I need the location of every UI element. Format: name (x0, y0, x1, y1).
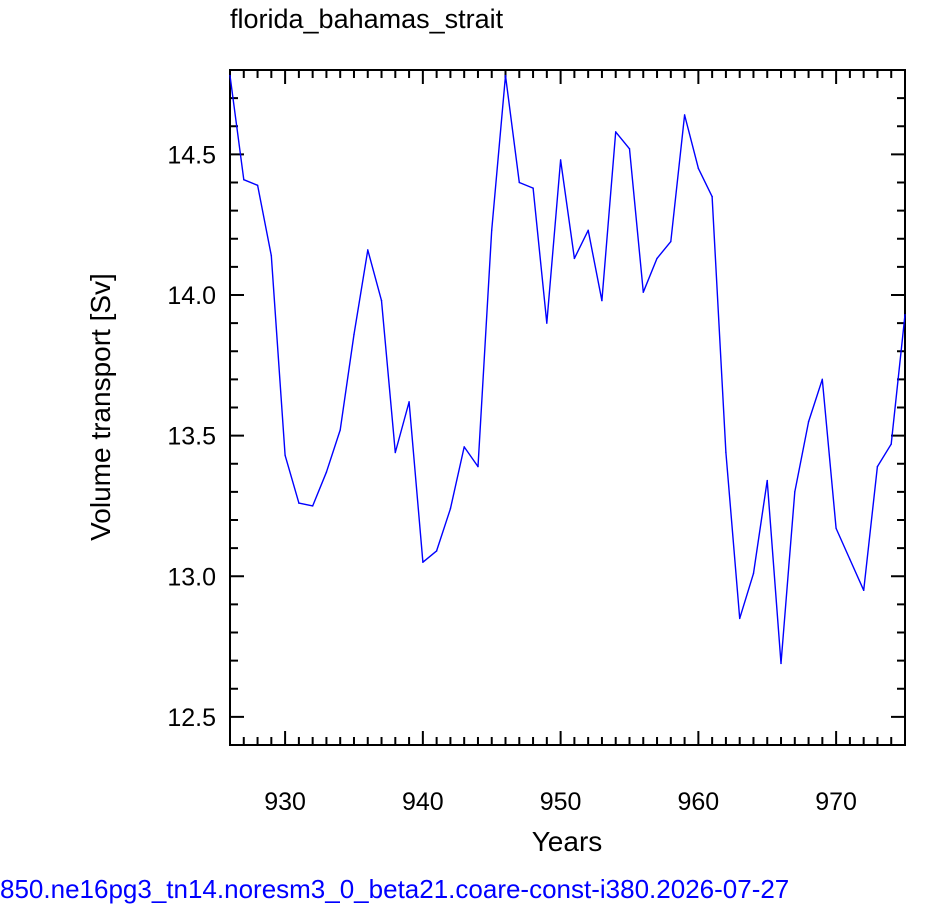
data-point (449, 508, 452, 510)
data-point (298, 502, 300, 504)
x-tick-label: 950 (540, 788, 582, 816)
data-point (284, 454, 286, 457)
data-point (683, 114, 686, 116)
footer-caption-text: 850.ne16pg3_tn14.noresm3_0_beta21.coare-… (0, 874, 790, 904)
x-tick-label: 940 (402, 788, 444, 816)
data-point (849, 558, 851, 561)
data-point (353, 333, 355, 336)
data-point (711, 195, 713, 198)
data-point (697, 167, 700, 170)
tick-labels: 930 940 950 960 970 12.5 13.0 13.5 14.0 14.5 (167, 141, 857, 816)
data-point (821, 378, 824, 381)
data-point (573, 257, 576, 260)
tick-marks (229, 69, 906, 746)
data-point (463, 446, 465, 448)
footer-caption: 850.ne16pg3_tn14.noresm3_0_beta21.coare-… (0, 872, 944, 906)
data-point (380, 299, 383, 302)
data-point (367, 249, 369, 251)
data-point (422, 561, 424, 563)
data-point (642, 291, 644, 293)
data-point (835, 527, 837, 530)
axes (229, 69, 906, 746)
data-point (435, 550, 438, 552)
data-point (311, 505, 314, 507)
data-point (725, 451, 727, 454)
data-point (587, 229, 589, 232)
y-tick-label: 12.5 (167, 704, 216, 732)
series-group (229, 74, 906, 665)
data-point (243, 178, 245, 181)
data-point (518, 181, 520, 184)
data-point (807, 420, 810, 423)
data-point (904, 313, 906, 316)
data-point (890, 443, 892, 445)
data-point (532, 187, 534, 189)
data-point (766, 479, 768, 482)
data-point (394, 451, 397, 454)
data-point (504, 74, 507, 77)
data-point (794, 491, 796, 493)
data-point (339, 429, 341, 431)
data-point (752, 572, 755, 575)
data-point (229, 74, 231, 77)
y-tick-label: 13.5 (167, 423, 216, 451)
data-point (325, 471, 328, 473)
data-point (615, 131, 617, 133)
data-point (546, 322, 548, 324)
line-chart: florida_bahamas_strait 930 940 950 960 970 12… (85, 4, 906, 857)
x-tick-label: 930 (264, 788, 306, 816)
data-point (670, 240, 672, 243)
data-point (628, 148, 631, 150)
data-point (256, 184, 259, 187)
data-point (656, 257, 658, 260)
plot-frame (229, 69, 906, 746)
data-point (780, 662, 782, 665)
x-axis-label: Years (532, 826, 603, 857)
data-point (559, 159, 562, 161)
x-tick-label: 960 (678, 788, 720, 816)
data-point (876, 465, 879, 468)
y-tick-label: 14.5 (167, 141, 216, 169)
series-line (229, 74, 906, 665)
y-tick-label: 14.0 (167, 282, 216, 310)
data-point (491, 229, 493, 232)
chart-title: florida_bahamas_strait (230, 4, 504, 34)
data-point (738, 617, 741, 620)
y-tick-label: 13.0 (167, 563, 216, 591)
y-axis-label: Volume transport [Sv] (85, 273, 116, 541)
data-point (408, 401, 410, 403)
x-tick-label: 970 (815, 788, 857, 816)
data-point (601, 299, 603, 302)
data-point (270, 254, 273, 257)
data-point (862, 589, 865, 592)
data-point (477, 465, 479, 468)
